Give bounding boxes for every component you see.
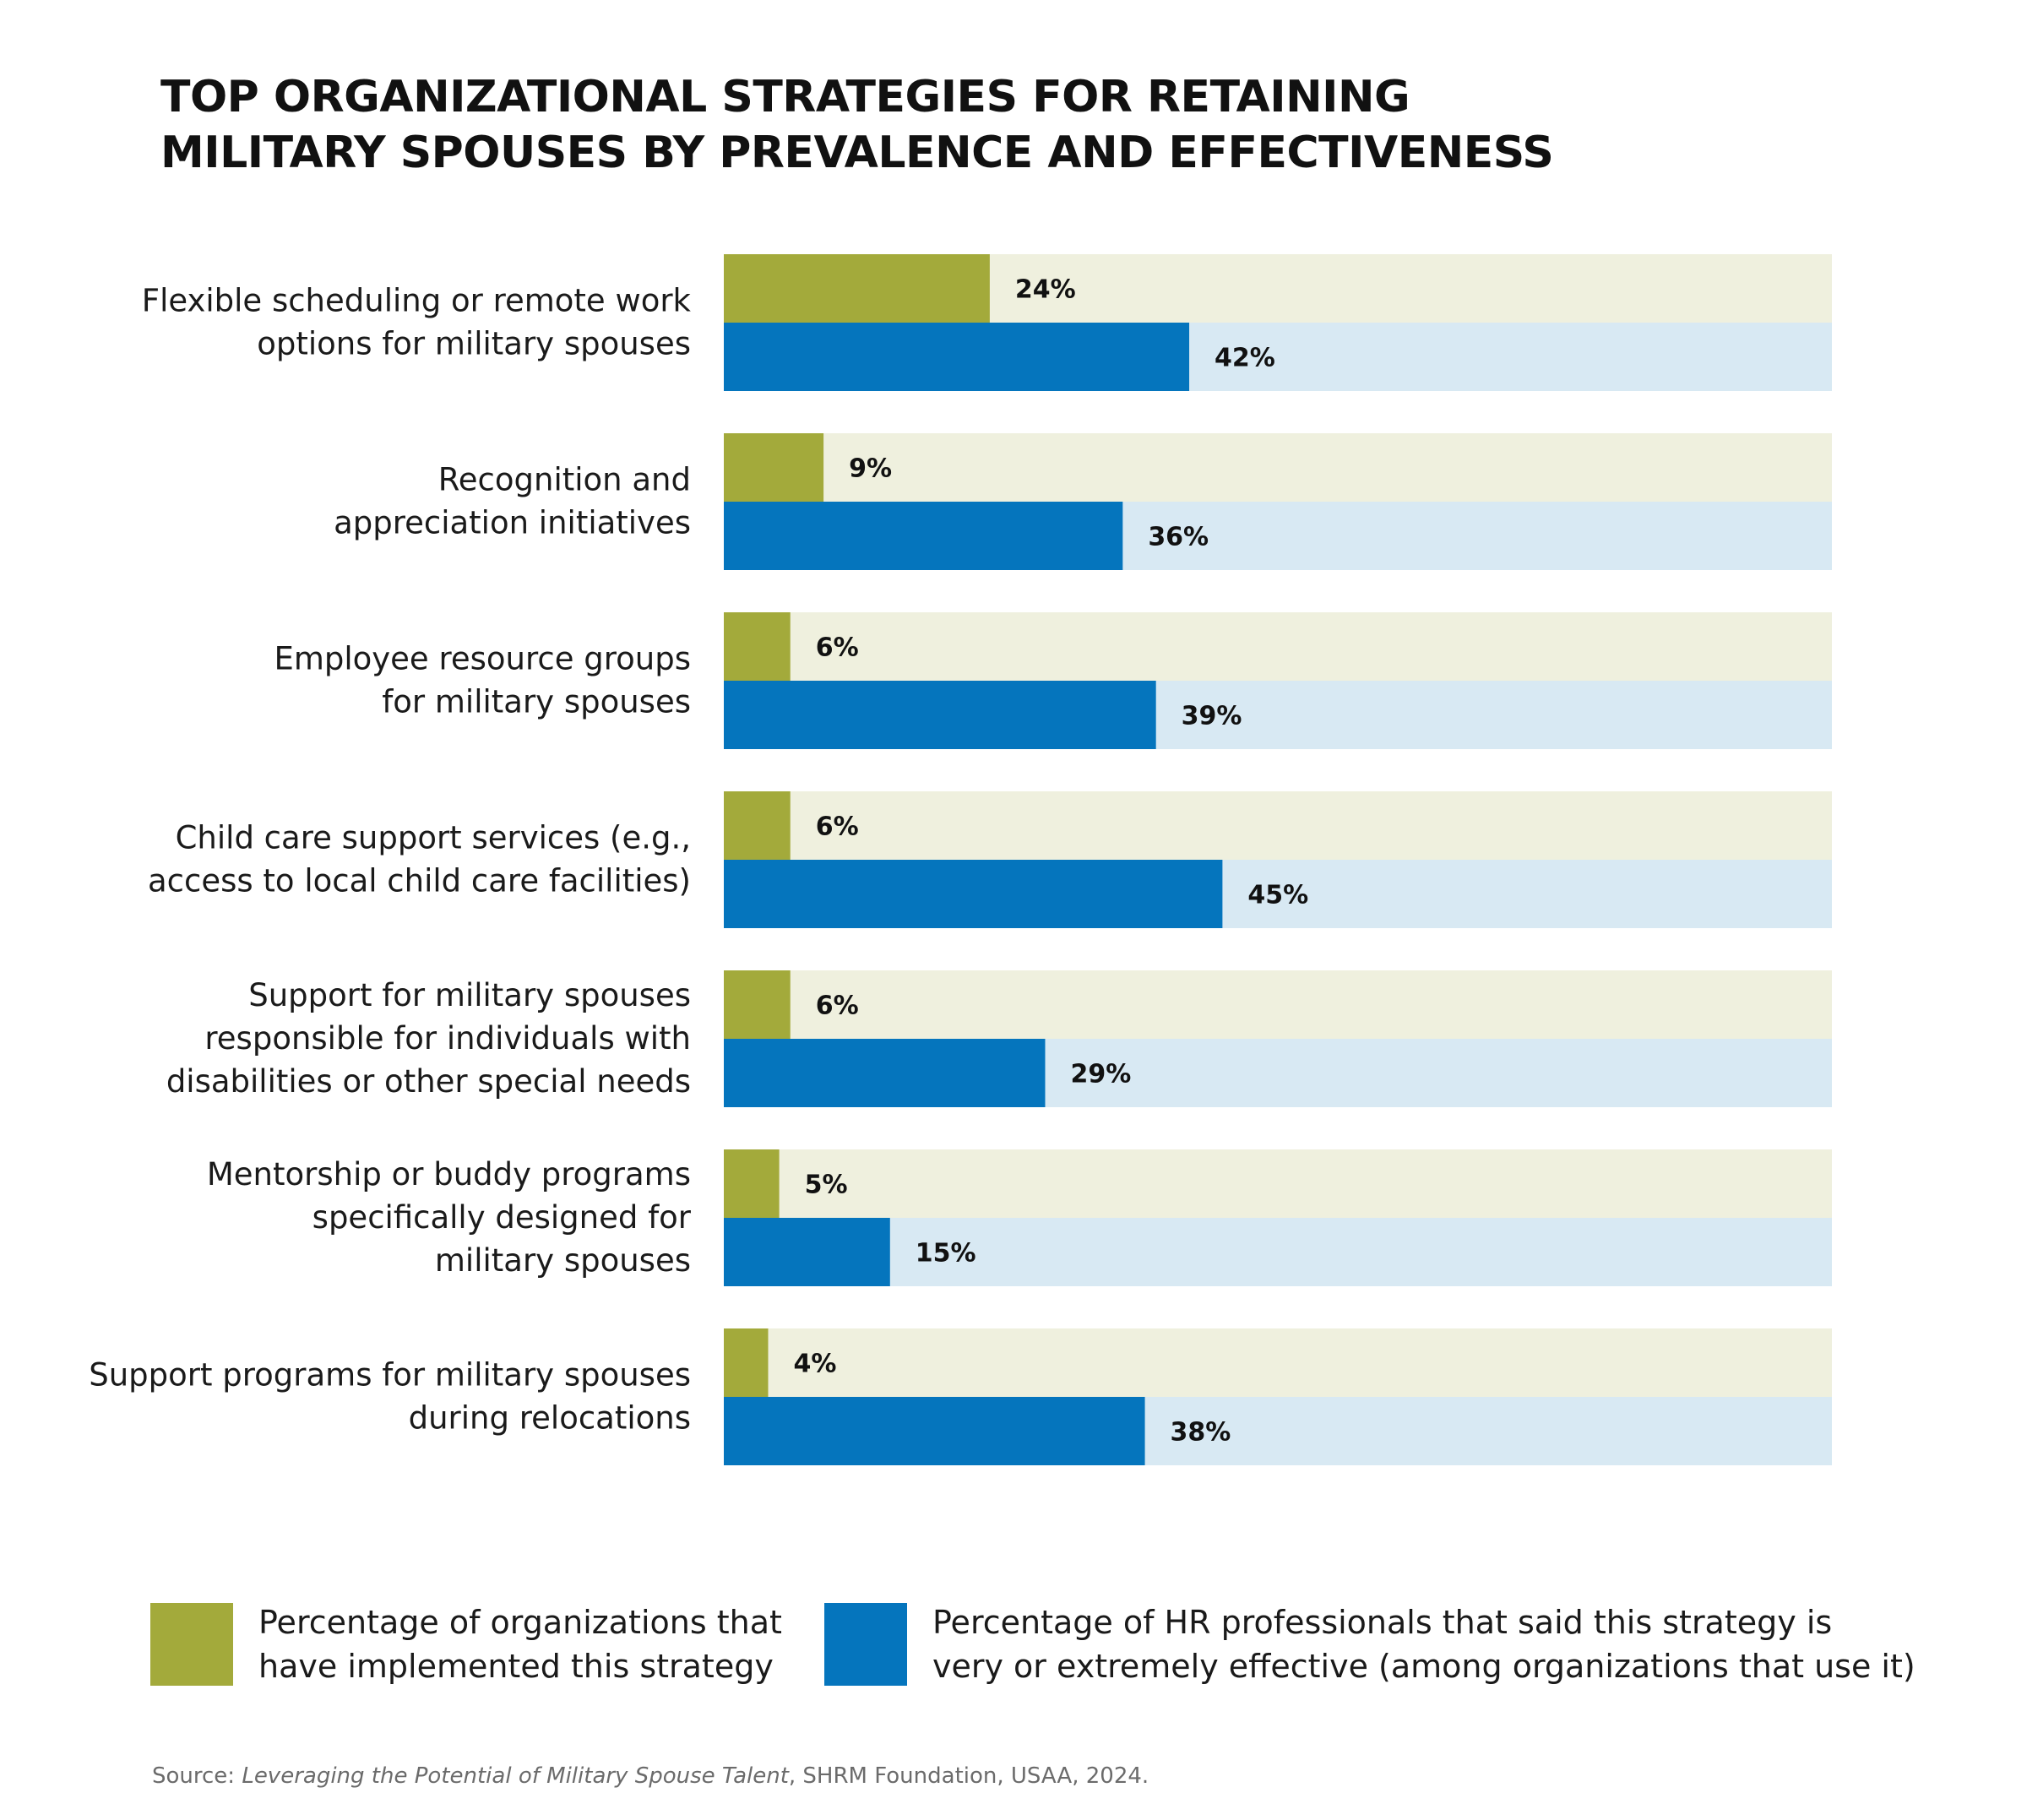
bar-group-1: 24% 42% Flexible scheduling or remote work…: [142, 254, 1832, 391]
bar-effective-6: [724, 1218, 890, 1286]
value-label-effective-4: 45%: [1247, 881, 1308, 910]
category-label-6-line-2: specifically designed for: [312, 1199, 692, 1236]
bar-track-implemented-4: [724, 791, 1832, 860]
legend-label-effective: Percentage of HR professionals that said…: [932, 1604, 1916, 1685]
category-label-4-line-2: access to local child care facilities): [148, 863, 691, 899]
bar-implemented-7: [724, 1328, 769, 1397]
bar-effective-2: [724, 502, 1123, 570]
legend-swatch-implemented: [150, 1603, 233, 1686]
category-label-3: Employee resource groups for military spo…: [274, 641, 691, 720]
category-label-2-line-1: Recognition and: [438, 462, 691, 498]
category-label-3-line-1: Employee resource groups: [274, 641, 691, 677]
category-label-5: Support for military spouses responsible …: [166, 977, 691, 1100]
bar-effective-4: [724, 860, 1223, 928]
chart-title-line-2: MILITARY SPOUSES BY PREVALENCE AND EFFEC…: [160, 128, 1554, 178]
value-label-effective-3: 39%: [1182, 702, 1242, 731]
category-label-7-line-2: during relocations: [409, 1400, 691, 1437]
category-label-7-line-1: Support programs for military spouses: [89, 1357, 691, 1394]
category-label-6-line-1: Mentorship or buddy programs: [207, 1156, 691, 1193]
category-label-4: Child care support services (e.g., access…: [148, 820, 691, 899]
bar-effective-7: [724, 1397, 1145, 1465]
category-label-3-line-2: for military spouses: [382, 684, 691, 720]
category-label-2-line-2: appreciation initiatives: [334, 505, 691, 541]
chart-title-line-1: TOP ORGANIZATIONAL STRATEGIES FOR RETAIN…: [160, 72, 1410, 122]
bar-implemented-3: [724, 612, 791, 681]
value-label-implemented-4: 6%: [816, 812, 859, 842]
category-label-5-line-3: disabilities or other special needs: [166, 1063, 691, 1100]
source-title: Leveraging the Potential of Military Spo…: [242, 1763, 789, 1789]
bar-track-implemented-5: [724, 970, 1832, 1039]
value-label-implemented-6: 5%: [805, 1171, 848, 1200]
bar-effective-5: [724, 1039, 1046, 1107]
bar-group-2: 9% 36% Recognition and appreciation initiat…: [334, 433, 1832, 570]
value-label-effective-5: 29%: [1070, 1060, 1131, 1089]
bar-implemented-6: [724, 1149, 780, 1218]
value-label-implemented-2: 9%: [849, 454, 892, 484]
category-label-2: Recognition and appreciation initiatives: [334, 462, 691, 541]
legend-swatch-effective: [824, 1603, 907, 1686]
value-label-implemented-1: 24%: [1015, 275, 1076, 305]
bar-track-implemented-3: [724, 612, 1832, 681]
value-label-effective-1: 42%: [1215, 344, 1275, 373]
bar-group-3: 6% 39% Employee resource groups for militar…: [274, 612, 1832, 749]
legend-item-effective: Percentage of HR professionals that said…: [824, 1600, 1916, 1688]
category-label-4-line-1: Child care support services (e.g.,: [176, 820, 691, 856]
category-label-1-line-1: Flexible scheduling or remote work: [142, 283, 692, 319]
value-label-effective-6: 15%: [916, 1239, 976, 1269]
bar-implemented-1: [724, 254, 990, 323]
category-label-5-line-2: responsible for individuals with: [204, 1020, 691, 1057]
bar-group-7: 4% 38% Support programs for military spous…: [89, 1328, 1832, 1465]
category-label-5-line-1: Support for military spouses: [248, 977, 691, 1013]
category-label-6-line-3: military spouses: [435, 1242, 691, 1279]
source-suffix: , SHRM Foundation, USAA, 2024.: [788, 1763, 1149, 1789]
value-label-effective-2: 36%: [1148, 523, 1209, 552]
source-prefix: Source:: [152, 1763, 242, 1789]
bar-group-4: 6% 45% Child care support services (e.g., a…: [148, 791, 1832, 928]
bar-effective-1: [724, 323, 1190, 391]
value-label-implemented-3: 6%: [816, 633, 859, 663]
bar-group-6: 5% 15% Mentorship or buddy programs specifi…: [207, 1149, 1832, 1286]
bar-track-implemented-2: [724, 433, 1832, 502]
bar-chart: 24% 42% Flexible scheduling or remote work…: [89, 254, 1832, 1465]
value-label-implemented-7: 4%: [793, 1350, 836, 1379]
value-label-implemented-5: 6%: [816, 991, 859, 1021]
bar-effective-3: [724, 681, 1156, 749]
bar-implemented-2: [724, 433, 824, 502]
category-label-1-line-2: options for military spouses: [257, 326, 691, 362]
chart-title: TOP ORGANIZATIONAL STRATEGIES FOR RETAIN…: [160, 69, 1850, 181]
category-label-1: Flexible scheduling or remote work option…: [142, 283, 692, 362]
bar-implemented-5: [724, 970, 791, 1039]
category-label-6: Mentorship or buddy programs specifically…: [207, 1156, 692, 1279]
bar-group-5: 6% 29% Support for military spouses respons…: [166, 970, 1832, 1107]
legend-label-implemented: Percentage of organizations that have im…: [258, 1604, 782, 1685]
bar-track-implemented-6: [724, 1149, 1832, 1218]
category-label-7: Support programs for military spouses dur…: [89, 1357, 691, 1437]
bar-track-effective-6: [724, 1218, 1832, 1286]
bar-implemented-4: [724, 791, 791, 860]
legend-item-implemented: Percentage of organizations that have im…: [150, 1600, 782, 1688]
bar-track-implemented-7: [724, 1328, 1832, 1397]
source-note: Source: Leveraging the Potential of Mili…: [152, 1763, 1149, 1789]
value-label-effective-7: 38%: [1171, 1418, 1231, 1448]
